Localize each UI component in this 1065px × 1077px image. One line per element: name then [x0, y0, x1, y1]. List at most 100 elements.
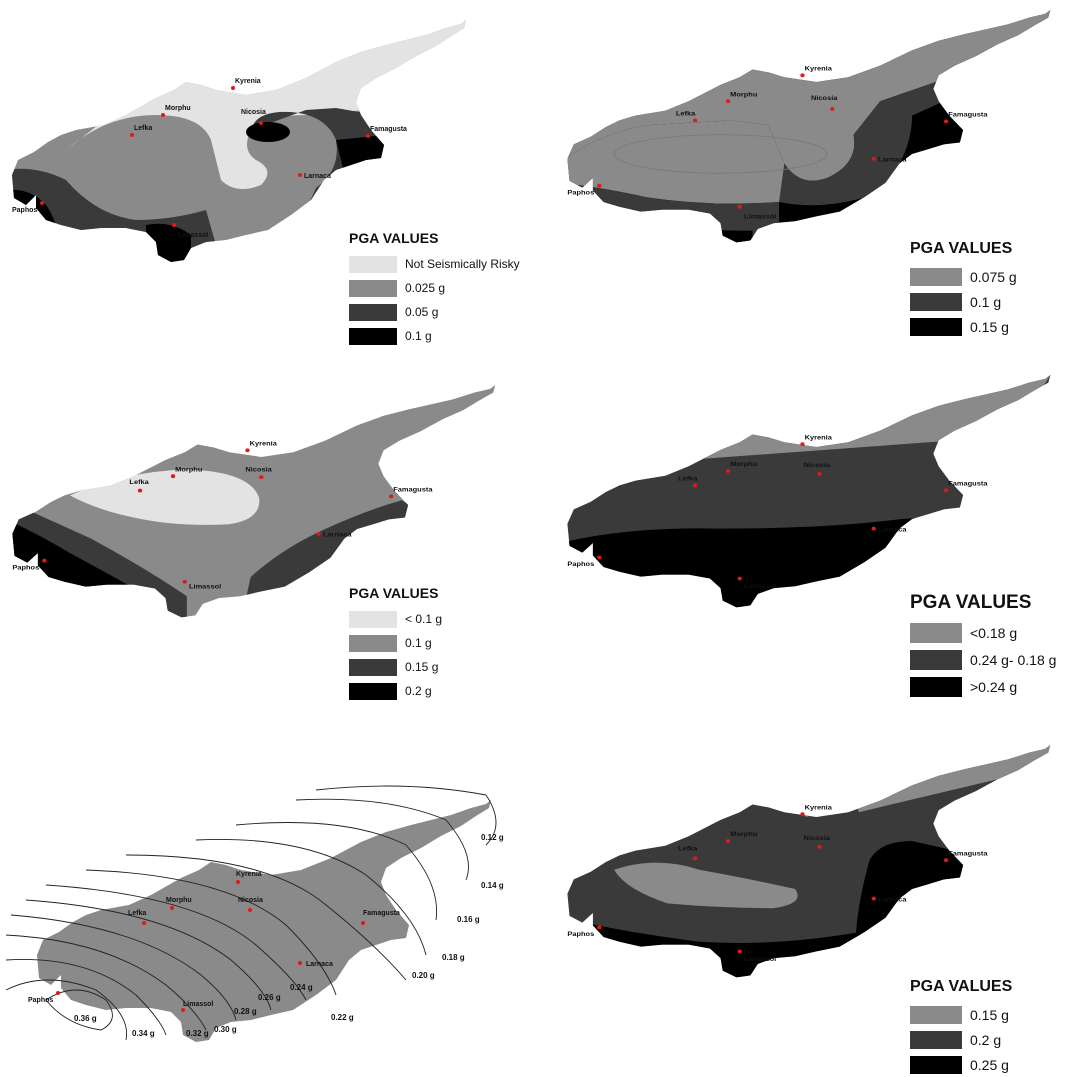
city-dot-lefka [137, 488, 143, 493]
isoline-label: 0.26 g [258, 993, 281, 1002]
legend-title: PGA VALUES [910, 240, 1013, 257]
city-label-morphu: Morphu [175, 466, 202, 474]
city-label-famagusta: Famagusta [363, 910, 400, 917]
city-dot-limassol [181, 1008, 185, 1012]
city-dot-lefka [692, 118, 698, 123]
city-dot-larnaca [298, 961, 302, 965]
map-panel-2: Kyrenia Morphu Lefka Nicosia Famagusta L… [561, 10, 1061, 250]
city-dot-kyrenia [800, 442, 805, 447]
legend-item: 0.025 g [349, 276, 520, 300]
zone-black-nicosia [246, 122, 290, 142]
isoline [45, 989, 113, 1031]
city-dot-famagusta [943, 488, 949, 493]
legend-swatch [910, 1055, 962, 1074]
legend-panel-6: PGA VALUES 0.15 g 0.2 g 0.25 g [910, 978, 1012, 1077]
legend-item: 0.25 g [910, 1052, 1012, 1077]
isoline [5, 959, 167, 1036]
city-dot-morphu [725, 839, 731, 843]
legend-title: PGA VALUES [349, 585, 439, 601]
isoline-label: 0.28 g [234, 1007, 257, 1016]
city-dot-paphos [40, 201, 44, 205]
city-label-limassol: Limassol [744, 582, 776, 590]
map-panel-4: Kyrenia Morphu Lefka Nicosia Famagusta L… [561, 375, 1061, 615]
map-1-svg: Kyrenia Morphu Lefka Nicosia Famagusta L… [12, 20, 466, 262]
city-markers-1: Kyrenia Morphu Lefka Nicosia Famagusta L… [12, 78, 407, 239]
legend-title: PGA VALUES [910, 592, 1032, 613]
legend-panel-3: PGA VALUES < 0.1 g 0.1 g 0.15 g 0.2 g [349, 585, 442, 703]
zone-black-famagusta [336, 135, 391, 180]
zone-dark [779, 38, 1051, 206]
legend-label: 0.15 g [970, 318, 1009, 335]
isoline-label: 0.12 g [481, 833, 504, 842]
legend-swatch [910, 649, 962, 670]
map-5-svg: 0.12 g 0.14 g 0.16 g 0.18 g 0.20 g 0.22 … [5, 785, 504, 1042]
city-dot-nicosia [248, 908, 252, 912]
legend-swatch [910, 267, 962, 286]
isoline [25, 899, 272, 1011]
legend-swatch [910, 622, 962, 643]
city-label-nicosia: Nicosia [238, 897, 263, 904]
legend-label: 0.15 g [405, 660, 439, 674]
city-markers-6: Kyrenia Morphu Lefka Nicosia Famagusta L… [567, 804, 987, 963]
city-label-morphu: Morphu [730, 91, 757, 99]
isolines [5, 785, 497, 1041]
city-dot-famagusta [943, 858, 949, 863]
city-dot-nicosia [817, 471, 822, 476]
zone-black-east [855, 841, 987, 978]
legend-swatch [349, 303, 397, 321]
city-dot-morphu [170, 474, 176, 479]
legend-item: 0.15 g [910, 1002, 1012, 1027]
city-dot-morphu [170, 906, 174, 910]
isoline-label: 0.34 g [132, 1029, 155, 1038]
city-label-limassol: Limassol [178, 232, 208, 239]
isoline-label: 0.32 g [186, 1029, 209, 1038]
legend-item: 0.05 g [349, 300, 520, 324]
city-dot-larnaca [871, 526, 876, 531]
city-label-paphos: Paphos [567, 930, 594, 938]
city-dot-lefka [130, 133, 134, 137]
legend-label: 0.2 g [970, 1031, 1002, 1048]
city-markers-2: Kyrenia Morphu Lefka Nicosia Famagusta L… [567, 65, 987, 220]
city-label-famagusta: Famagusta [393, 486, 432, 494]
legend-title: PGA VALUES [349, 230, 439, 246]
zone-light [69, 469, 260, 525]
city-label-famagusta: Famagusta [370, 126, 407, 133]
legend-label: 0.1 g [405, 636, 432, 650]
legend-swatch [349, 634, 397, 652]
city-dot-larnaca [871, 156, 876, 161]
isoline [195, 839, 427, 956]
legend-label: 0.1 g [970, 293, 1002, 310]
legend-panel-2: PGA VALUES 0.075 g 0.1 g 0.15 g [910, 240, 1017, 339]
legend-item: >0.24 g [910, 673, 1056, 700]
isoline [235, 822, 438, 921]
legend-label: 0.075 g [970, 268, 1017, 285]
city-dot-nicosia [817, 844, 822, 849]
city-dot-limassol [172, 223, 176, 227]
isoline [85, 869, 337, 996]
city-label-larnaca: Larnaca [878, 896, 907, 904]
legend-label: 0.1 g [405, 329, 432, 343]
legend-swatch [349, 610, 397, 628]
isoline [295, 798, 469, 881]
city-dot-kyrenia [245, 448, 250, 453]
city-label-larnaca: Larnaca [878, 526, 907, 534]
legend-title: PGA VALUES [910, 978, 1013, 995]
city-label-paphos: Paphos [12, 564, 39, 572]
city-label-morphu: Morphu [165, 105, 191, 112]
legend-label: 0.15 g [970, 1006, 1009, 1023]
zone-medium-west [614, 862, 798, 909]
city-label-kyrenia: Kyrenia [805, 65, 832, 73]
city-dot-famagusta [361, 921, 365, 925]
isoline-label: 0.22 g [331, 1013, 354, 1022]
map-6-svg: Kyrenia Morphu Lefka Nicosia Famagusta L… [567, 745, 1051, 978]
city-label-kyrenia: Kyrenia [805, 804, 832, 812]
city-label-morphu: Morphu [166, 897, 192, 904]
city-label-nicosia: Nicosia [245, 466, 272, 474]
city-label-kyrenia: Kyrenia [805, 434, 832, 442]
city-label-morphu: Morphu [730, 831, 757, 839]
city-label-famagusta: Famagusta [948, 850, 987, 858]
legend-swatch [349, 682, 397, 700]
isoline-label: 0.16 g [457, 915, 480, 924]
city-label-lefka: Lefka [678, 845, 697, 853]
city-label-lefka: Lefka [129, 478, 148, 486]
